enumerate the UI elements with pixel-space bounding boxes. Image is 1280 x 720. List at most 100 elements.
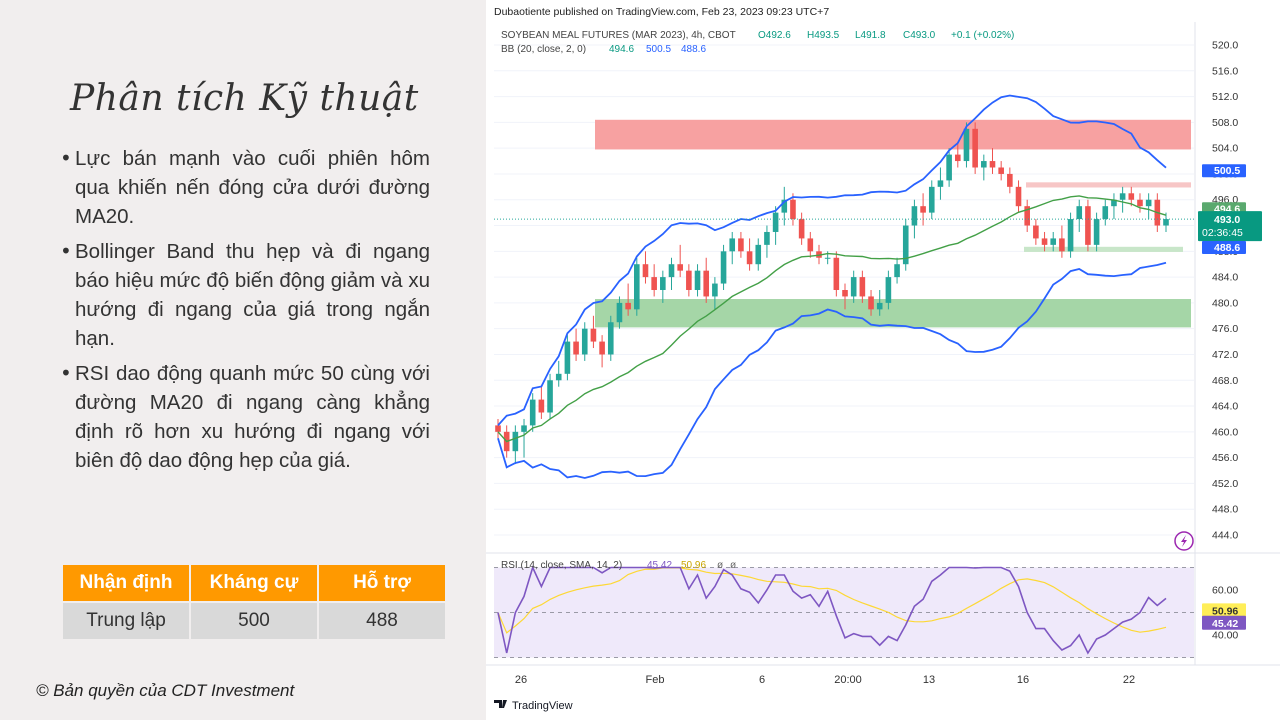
cell-support: 488 (319, 603, 445, 639)
table-row: Trung lập 500 488 (63, 603, 445, 639)
candle-body (1163, 219, 1169, 226)
bb-upper-badge: 500.5 (1214, 165, 1240, 177)
bullet-item: • Bollinger Band thu hẹp và đi ngang báo… (60, 237, 430, 353)
publisher-line: Dubaotiente published on TradingView.com… (494, 6, 829, 18)
candle-body (1093, 219, 1100, 245)
slide-title: Phân tích Kỹ thuật (70, 78, 419, 119)
bullet-item: • RSI dao động quanh mức 50 cùng với đườ… (60, 359, 430, 475)
rsi-tick-label: 40.00 (1212, 630, 1238, 642)
copyright-notice: © Bản quyền của CDT Investment (36, 681, 295, 700)
symbol-line: SOYBEAN MEAL FUTURES (MAR 2023), 4h, CBO… (501, 30, 736, 41)
lightning-icon[interactable] (1174, 531, 1194, 551)
tradingview-logo-text: TradingView (512, 700, 573, 712)
candle-body (781, 199, 788, 213)
rsi-ma-badge: 50.96 (1212, 605, 1238, 617)
rsi-tick-label: 60.00 (1212, 585, 1238, 597)
candle-body (599, 341, 605, 355)
candle-body (1145, 199, 1152, 207)
ohlc-close: C493.0 (903, 30, 936, 41)
price-tick-label: 464.0 (1212, 401, 1238, 413)
candle-body (920, 206, 926, 213)
bullet-list: • Lực bán mạnh vào cuối phiên hôm qua kh… (60, 144, 430, 481)
candle-body (790, 199, 796, 220)
rsi-extra-2: ø (730, 560, 736, 571)
time-tick-label: 20:00 (834, 674, 862, 686)
candle-body (607, 322, 614, 355)
rsi-extra-1: ø (717, 560, 723, 571)
ohlc-change: +0.1 (+0.02%) (951, 30, 1014, 41)
candle-body (833, 257, 840, 290)
chart-panel: Dubaotiente published on TradingView.com… (486, 0, 1280, 720)
bb-basis-value: 494.6 (609, 44, 634, 55)
candle-body (1102, 206, 1109, 220)
candle-body (746, 251, 753, 265)
ohlc-open: O492.6 (758, 30, 791, 41)
rsi-badge-bg (1202, 615, 1246, 630)
candle-body (712, 283, 718, 297)
rsi-label: RSI (14, close, SMA, 14, 2) (501, 560, 622, 571)
bullet-marker: • (60, 239, 72, 263)
candle-body (1076, 206, 1083, 220)
candle-body (824, 257, 831, 259)
rsi-ma-badge-bg (1202, 603, 1246, 618)
bb-basis-line (497, 195, 1167, 443)
price-tick-label: 452.0 (1212, 478, 1238, 490)
candle-body (850, 277, 857, 297)
price-tick-label: 508.0 (1212, 117, 1238, 129)
countdown-badge: 02:36:45 (1202, 227, 1243, 239)
cell-resistance: 500 (191, 603, 317, 639)
candle-body (616, 302, 623, 323)
zone-support (595, 299, 1191, 328)
candle-body (772, 212, 779, 232)
zone-support-minor (1024, 246, 1183, 252)
candle-body (521, 425, 527, 432)
candle-body (538, 399, 545, 413)
candle-body (946, 154, 952, 181)
bb-lower-value: 488.6 (681, 44, 706, 55)
bullet-marker: • (60, 146, 72, 170)
candle-body (512, 431, 519, 452)
candle-body (729, 238, 736, 252)
price-tick-label: 448.0 (1212, 504, 1238, 516)
ohlc-high: H493.5 (807, 30, 840, 41)
candle-body (703, 270, 710, 297)
candle-body (876, 302, 883, 310)
time-tick-label: 26 (515, 674, 527, 686)
tradingview-logo-icon (494, 700, 507, 708)
lightning-icon-bolt (1181, 535, 1187, 547)
header-assessment: Nhận định (63, 565, 189, 601)
rsi-badge: 45.42 (1212, 618, 1238, 630)
price-tick-label: 468.0 (1212, 375, 1238, 387)
candle-body (495, 425, 501, 432)
price-tick-label: 444.0 (1212, 530, 1238, 542)
bb-upper-line (497, 94, 1167, 427)
candle-body (1050, 238, 1057, 245)
candle-body (1119, 193, 1126, 200)
candle-body (634, 264, 640, 310)
candle-body (1033, 225, 1039, 239)
last-price-badge: 493.0 (1214, 214, 1240, 226)
candle-body (581, 328, 588, 355)
candle-body (928, 186, 935, 213)
candle-body (954, 154, 961, 162)
price-chart[interactable]: Dubaotiente published on TradingView.com… (486, 0, 1280, 720)
candle-body (651, 277, 657, 290)
zone-resistance-minor (1026, 182, 1191, 188)
rsi-line (497, 565, 1167, 655)
candle-body (842, 290, 848, 297)
tradingview-logo: TradingView (494, 700, 573, 712)
candle-body (738, 238, 744, 252)
bb-upper-value: 500.5 (646, 44, 671, 55)
price-tick-label: 512.0 (1212, 91, 1238, 103)
candle-body (694, 270, 701, 290)
candle-body (859, 277, 866, 297)
bb-upper-badge-bg (1202, 164, 1246, 178)
candle-body (981, 161, 987, 168)
rsi-ma-value: 50.96 (681, 560, 706, 571)
candle-body (798, 219, 805, 239)
candle-body (1007, 173, 1013, 187)
candle-body (894, 264, 900, 278)
candle-body (868, 296, 874, 310)
bb-label: BB (20, close, 2, 0) (501, 44, 586, 55)
candle-body (677, 264, 683, 271)
